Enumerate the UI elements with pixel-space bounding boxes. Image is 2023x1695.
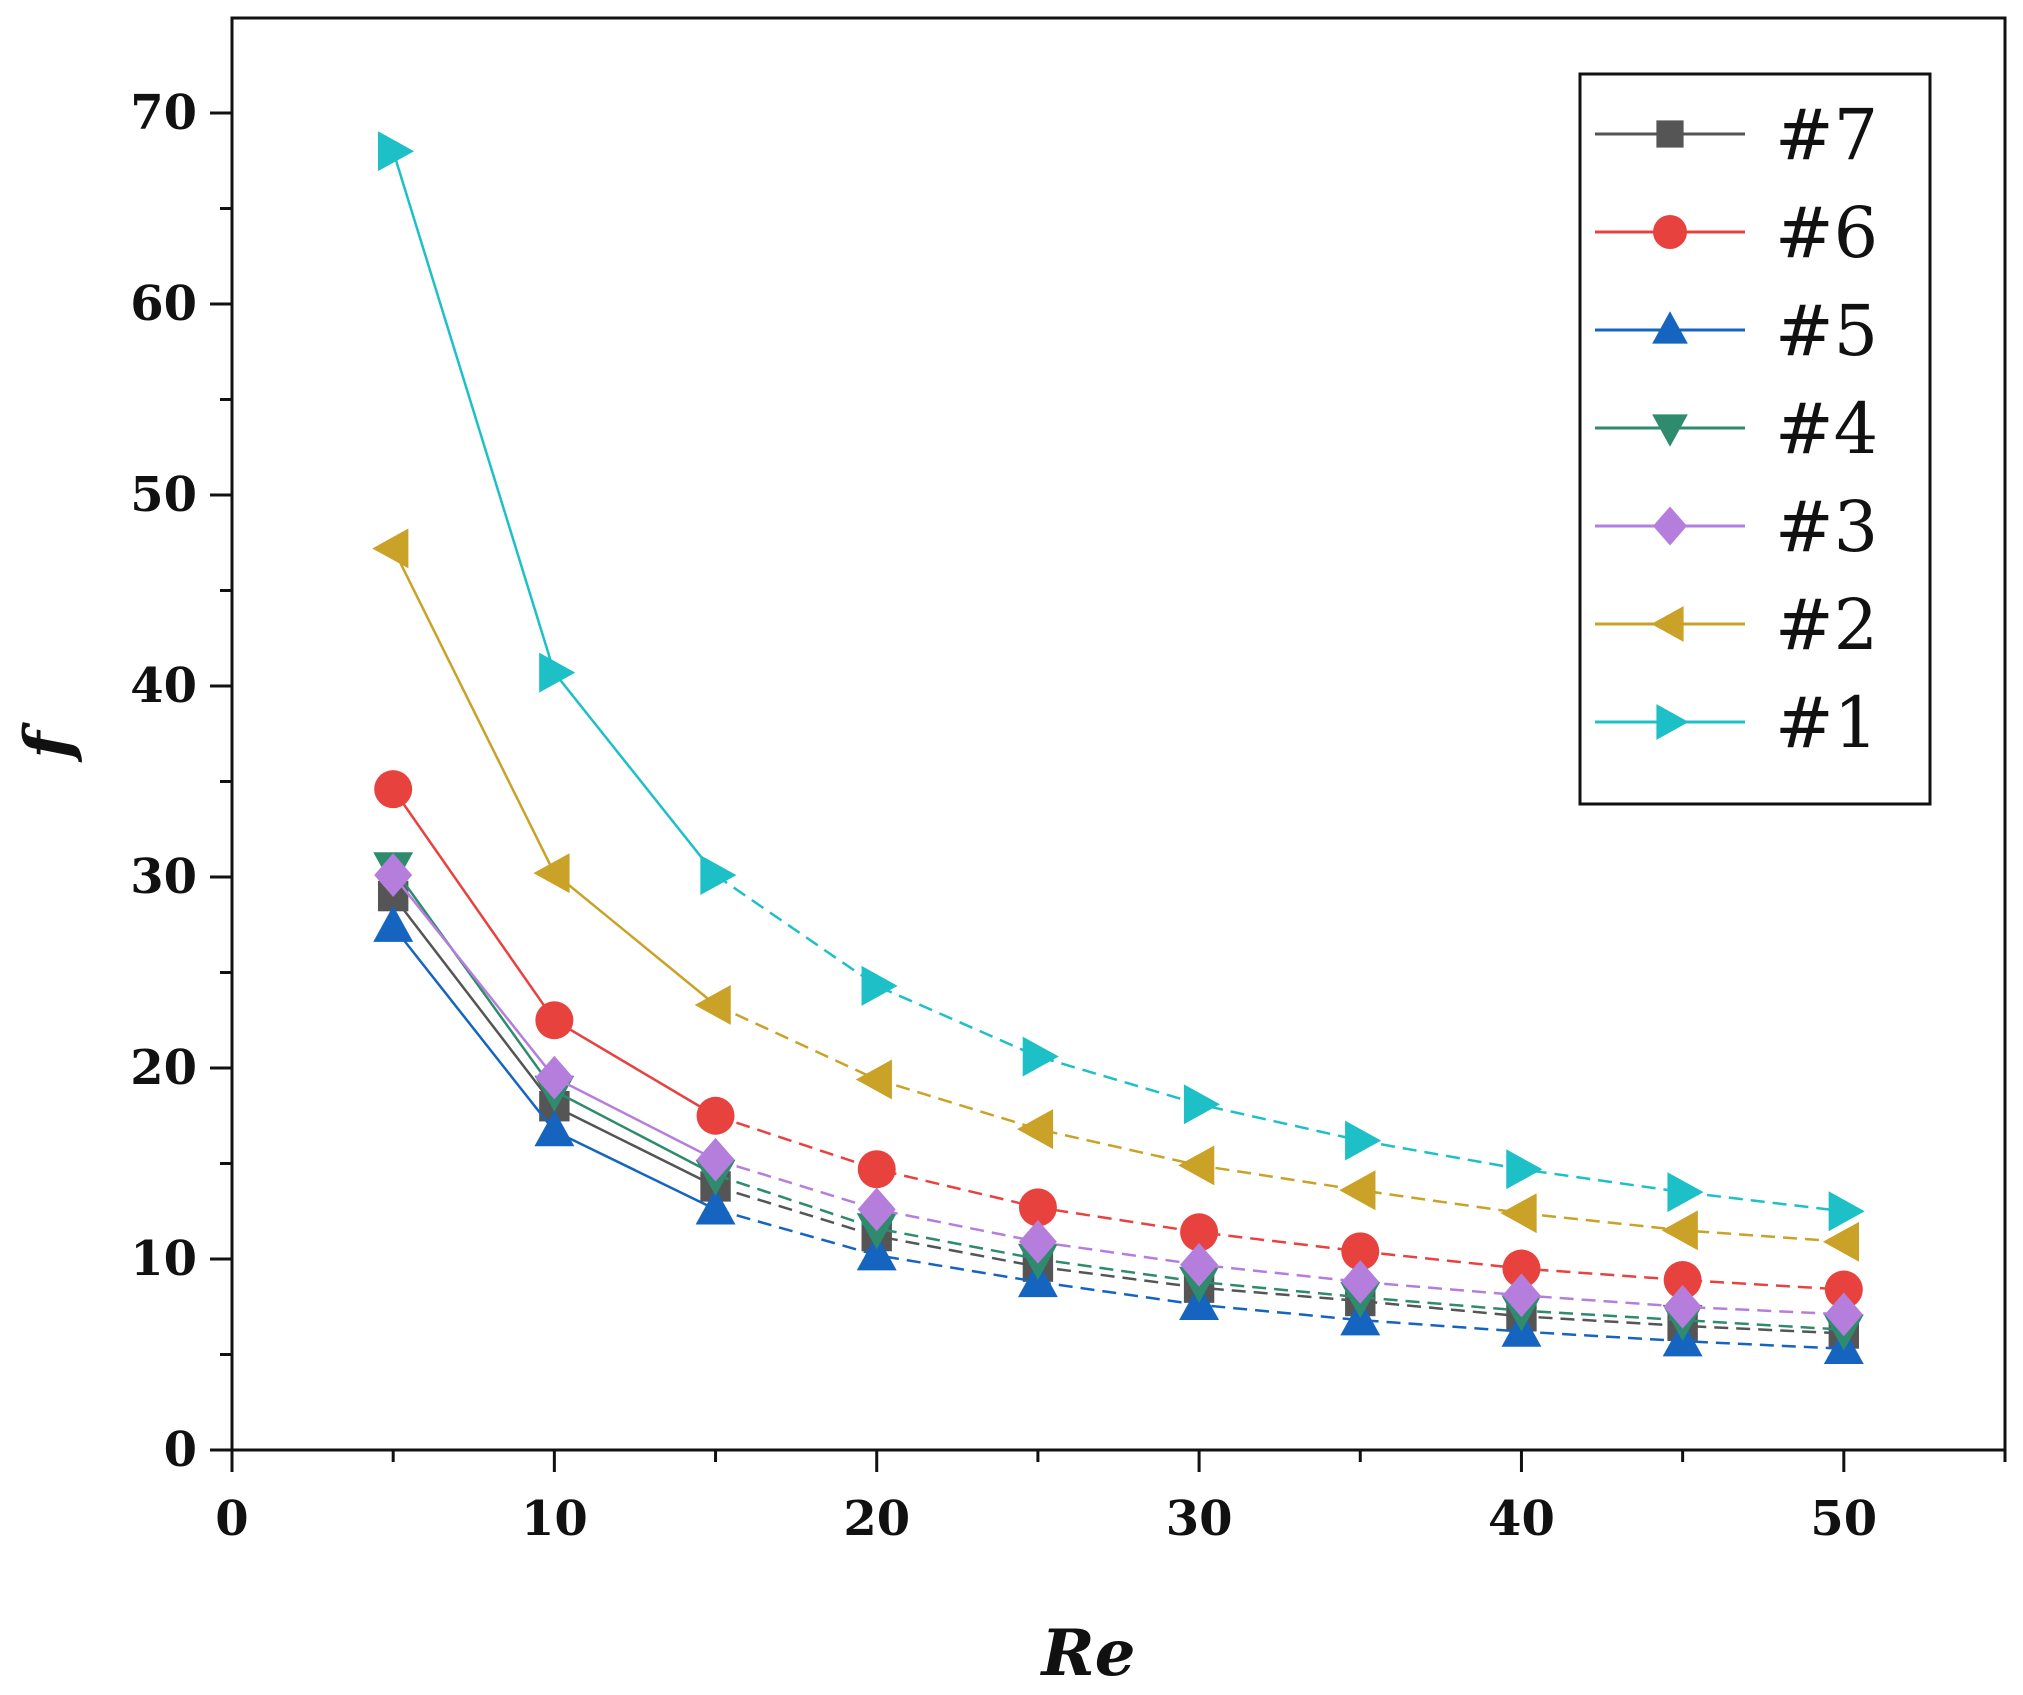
legend-label: #4 bbox=[1775, 388, 1878, 470]
legend-item-7: #7 bbox=[1595, 94, 1878, 176]
data-point bbox=[535, 1001, 574, 1040]
data-point bbox=[1341, 1232, 1380, 1271]
legend-marker bbox=[1653, 506, 1687, 546]
legend-label: #1 bbox=[1775, 682, 1878, 764]
data-point bbox=[374, 770, 413, 809]
legend-label: #5 bbox=[1775, 290, 1878, 372]
series-1 bbox=[377, 131, 1865, 1232]
data-point bbox=[1822, 1221, 1860, 1262]
data-point bbox=[1824, 1270, 1863, 1309]
y-tick-label: 20 bbox=[130, 1040, 197, 1096]
legend-item-6: #6 bbox=[1595, 192, 1878, 274]
data-point bbox=[1502, 1249, 1541, 1288]
series-line-dashed bbox=[715, 1158, 1844, 1316]
data-point bbox=[856, 1213, 897, 1250]
legend-box bbox=[1578, 72, 1932, 806]
legend-label: #6 bbox=[1775, 192, 1878, 274]
y-tick-label: 40 bbox=[130, 658, 197, 714]
data-point bbox=[1180, 1242, 1219, 1287]
legend-marker bbox=[1656, 120, 1684, 148]
y-tick-label: 10 bbox=[130, 1231, 197, 1287]
series-5 bbox=[373, 905, 1864, 1364]
y-tick-label: 0 bbox=[164, 1422, 197, 1478]
x-tick-label: 40 bbox=[1488, 1491, 1555, 1547]
data-point bbox=[1663, 1261, 1702, 1300]
data-point bbox=[1018, 1219, 1057, 1264]
legend-marker bbox=[1653, 215, 1687, 249]
series-line-dashed bbox=[715, 1114, 1844, 1291]
y-tick-label: 50 bbox=[130, 467, 197, 523]
legend-item-3: #3 bbox=[1595, 486, 1878, 568]
y-tick-label: 60 bbox=[130, 276, 197, 332]
data-point bbox=[861, 965, 898, 1006]
legend-marker bbox=[1652, 311, 1688, 344]
x-tick-label: 20 bbox=[843, 1491, 910, 1547]
data-point bbox=[857, 1150, 896, 1189]
y-tick-label: 70 bbox=[130, 85, 197, 141]
legend-marker bbox=[1656, 704, 1689, 740]
legend-label: #3 bbox=[1775, 486, 1878, 568]
data-point bbox=[1500, 1193, 1537, 1234]
x-axis-title: Re bbox=[1040, 1616, 1136, 1691]
data-point bbox=[1667, 1172, 1704, 1213]
data-point bbox=[373, 905, 414, 942]
series-2 bbox=[372, 528, 1860, 1262]
data-point bbox=[1828, 1191, 1865, 1232]
x-tick-label: 0 bbox=[215, 1491, 248, 1547]
data-point bbox=[1341, 1260, 1380, 1304]
series-line-dashed bbox=[714, 874, 1844, 1213]
series-layer bbox=[372, 131, 1865, 1364]
data-point bbox=[856, 1234, 897, 1271]
legend-item-2: #2 bbox=[1595, 584, 1878, 666]
data-point bbox=[1502, 1273, 1541, 1318]
data-point bbox=[696, 1096, 735, 1135]
data-point bbox=[534, 1110, 575, 1147]
series-line-dashed bbox=[715, 1208, 1844, 1351]
data-point bbox=[1183, 1084, 1220, 1125]
data-point bbox=[1180, 1213, 1219, 1252]
x-tick-label: 50 bbox=[1810, 1491, 1877, 1547]
data-point bbox=[855, 1059, 892, 1100]
data-point bbox=[1663, 1284, 1702, 1329]
data-point bbox=[1345, 1120, 1382, 1161]
legend-marker bbox=[1652, 414, 1688, 447]
data-point bbox=[1339, 1170, 1376, 1211]
series-3 bbox=[374, 853, 1863, 1337]
plot-frame bbox=[230, 16, 2007, 1452]
series-6 bbox=[374, 770, 1863, 1309]
data-point bbox=[695, 1188, 736, 1225]
data-point bbox=[694, 985, 731, 1025]
data-point bbox=[539, 652, 576, 693]
legend-label: #7 bbox=[1775, 94, 1878, 176]
data-point bbox=[1824, 1292, 1863, 1337]
data-point bbox=[857, 1187, 896, 1232]
data-point bbox=[1018, 1188, 1057, 1227]
data-point bbox=[1506, 1149, 1543, 1190]
y-tick-label: 30 bbox=[130, 849, 197, 905]
series-line-dashed bbox=[715, 1003, 1844, 1244]
data-point bbox=[1022, 1036, 1059, 1077]
data-point bbox=[372, 528, 409, 569]
data-point bbox=[700, 855, 737, 896]
data-point bbox=[533, 853, 570, 894]
data-point bbox=[374, 853, 413, 897]
data-point bbox=[1178, 1145, 1215, 1186]
data-point bbox=[1661, 1210, 1698, 1251]
data-point bbox=[535, 1055, 574, 1100]
legend: #7 #6 #5 #4 #3 #2 #1 bbox=[1578, 72, 1932, 806]
legend-item-4: #4 bbox=[1595, 388, 1878, 470]
legend-label: #2 bbox=[1775, 584, 1878, 666]
data-point bbox=[377, 131, 415, 172]
legend-marker bbox=[1651, 606, 1684, 642]
data-point bbox=[1017, 1109, 1054, 1150]
legend-item-5: #5 bbox=[1595, 290, 1878, 372]
data-point bbox=[696, 1137, 735, 1182]
x-tick-label: 30 bbox=[1166, 1491, 1233, 1547]
x-tick-label: 10 bbox=[521, 1491, 588, 1547]
series-line-dashed bbox=[715, 1185, 1844, 1335]
series-line-dashed bbox=[715, 1173, 1844, 1331]
legend-item-1: #1 bbox=[1595, 682, 1878, 764]
